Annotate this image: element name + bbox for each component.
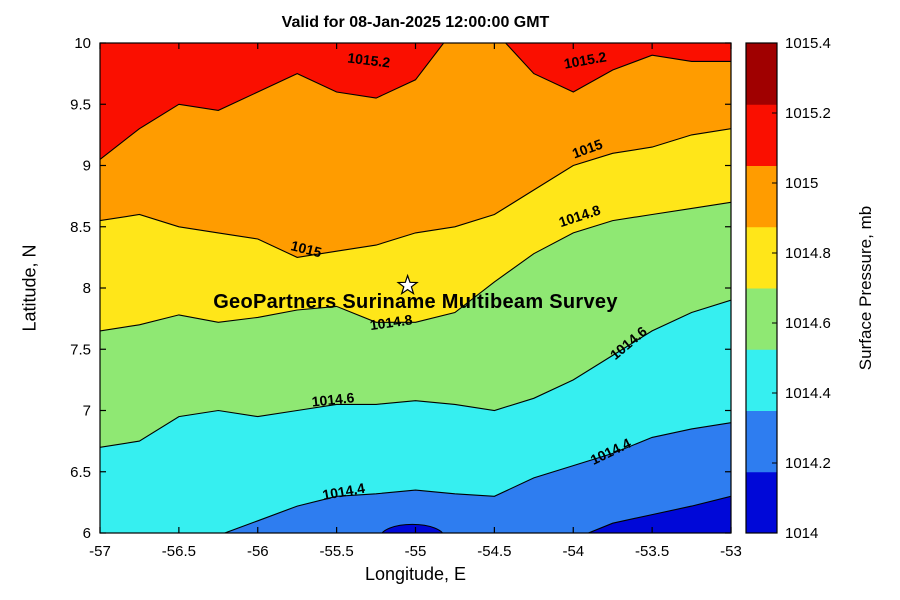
contour-line-1014.2 (586, 495, 731, 533)
colorbar-band-6 (746, 104, 777, 166)
colorbar-band-3 (746, 288, 777, 350)
plot-title: Valid for 08-Jan-2025 12:00:00 GMT (281, 14, 550, 31)
y-tick-label: 7.5 (70, 341, 91, 358)
survey-star-marker (396, 273, 419, 296)
contour-line-1015 (100, 128, 731, 258)
contour-line-1015.2 (100, 43, 731, 160)
contour-label-1014.8: 1014.8 (369, 311, 414, 333)
y-tick-label: 7 (83, 403, 91, 420)
colorbar-tick-label: 1014.4 (785, 385, 831, 402)
colorbar-tick-label: 1015.4 (785, 35, 831, 52)
band-above-1015 (100, 43, 731, 258)
y-axis-label: Latitude, N (19, 244, 40, 332)
y-tick-label: 8 (83, 280, 91, 297)
contour-line-1014.4 (223, 422, 731, 533)
contour-label-1014.6: 1014.6 (311, 389, 355, 409)
colorbar-label: Surface Pressure, mb (856, 205, 875, 371)
x-tick-label: -55.5 (319, 543, 353, 560)
y-tick-label: 9.5 (70, 96, 91, 113)
survey-annotation-text: GeoPartners Suriname Multibeam Survey (213, 291, 618, 313)
y-tick-label: 9 (83, 158, 91, 175)
x-tick-label: -53.5 (635, 543, 669, 560)
axis-ticks (99, 42, 732, 534)
colorbar-tick-label: 1014.2 (785, 455, 831, 472)
colorbar-band-1 (746, 410, 777, 473)
y-tick-label: 6 (83, 525, 91, 542)
colorbar-band-0 (746, 471, 777, 534)
y-tick-label: 10 (74, 35, 91, 52)
low-pressure-spot (381, 523, 444, 533)
x-tick-label: -56 (247, 543, 269, 560)
colorbar-tick-label: 1014.6 (785, 315, 831, 332)
x-tick-label: -54 (562, 543, 584, 560)
contour-line-1014.8 (100, 201, 731, 332)
contour-label-1015.2: 1015.2 (563, 48, 608, 71)
colorbar-band-4 (746, 226, 777, 289)
contour-label-1015.2: 1015.2 (347, 49, 392, 70)
contour-label-1015: 1015 (289, 237, 323, 260)
x-axis-label: Longitude, E (364, 564, 467, 584)
colorbar-tick-label: 1015 (785, 175, 818, 192)
colorbar-band-5 (746, 165, 777, 228)
colorbar-tick-label: 1014 (785, 525, 818, 542)
y-tick-label: 6.5 (70, 464, 91, 481)
colorbar-tick-label: 1015.2 (785, 105, 831, 122)
x-tick-label: -56.5 (162, 543, 196, 560)
x-tick-label: -55 (405, 543, 427, 560)
contour-plot-area: 1015.2 1015.2101510151014.81014.81014.610… (100, 43, 731, 533)
contour-label-1014.4: 1014.4 (321, 480, 366, 503)
colorbar-band-7 (746, 43, 777, 105)
x-tick-label: -54.5 (477, 543, 511, 560)
x-tick-label: -57 (89, 543, 111, 560)
y-tick-label: 8.5 (70, 219, 91, 236)
band-above-1015.2 (100, 43, 731, 160)
x-tick-label: -53 (720, 543, 742, 560)
contour-line-1014.6 (100, 299, 731, 448)
colorbar-tick-label: 1014.8 (785, 245, 831, 262)
colorbar-border (745, 42, 778, 534)
colorbar-band-2 (746, 349, 777, 411)
